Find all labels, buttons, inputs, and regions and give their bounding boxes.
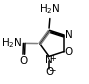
Text: O: O [19, 56, 28, 66]
Text: −: − [48, 66, 55, 75]
Text: +: + [49, 54, 56, 63]
Text: O: O [65, 47, 73, 57]
Text: H$_2$N: H$_2$N [1, 36, 23, 50]
Text: H$_2$N: H$_2$N [39, 3, 61, 16]
Text: O: O [45, 67, 53, 77]
Text: N: N [65, 30, 72, 40]
Text: N: N [45, 55, 53, 65]
